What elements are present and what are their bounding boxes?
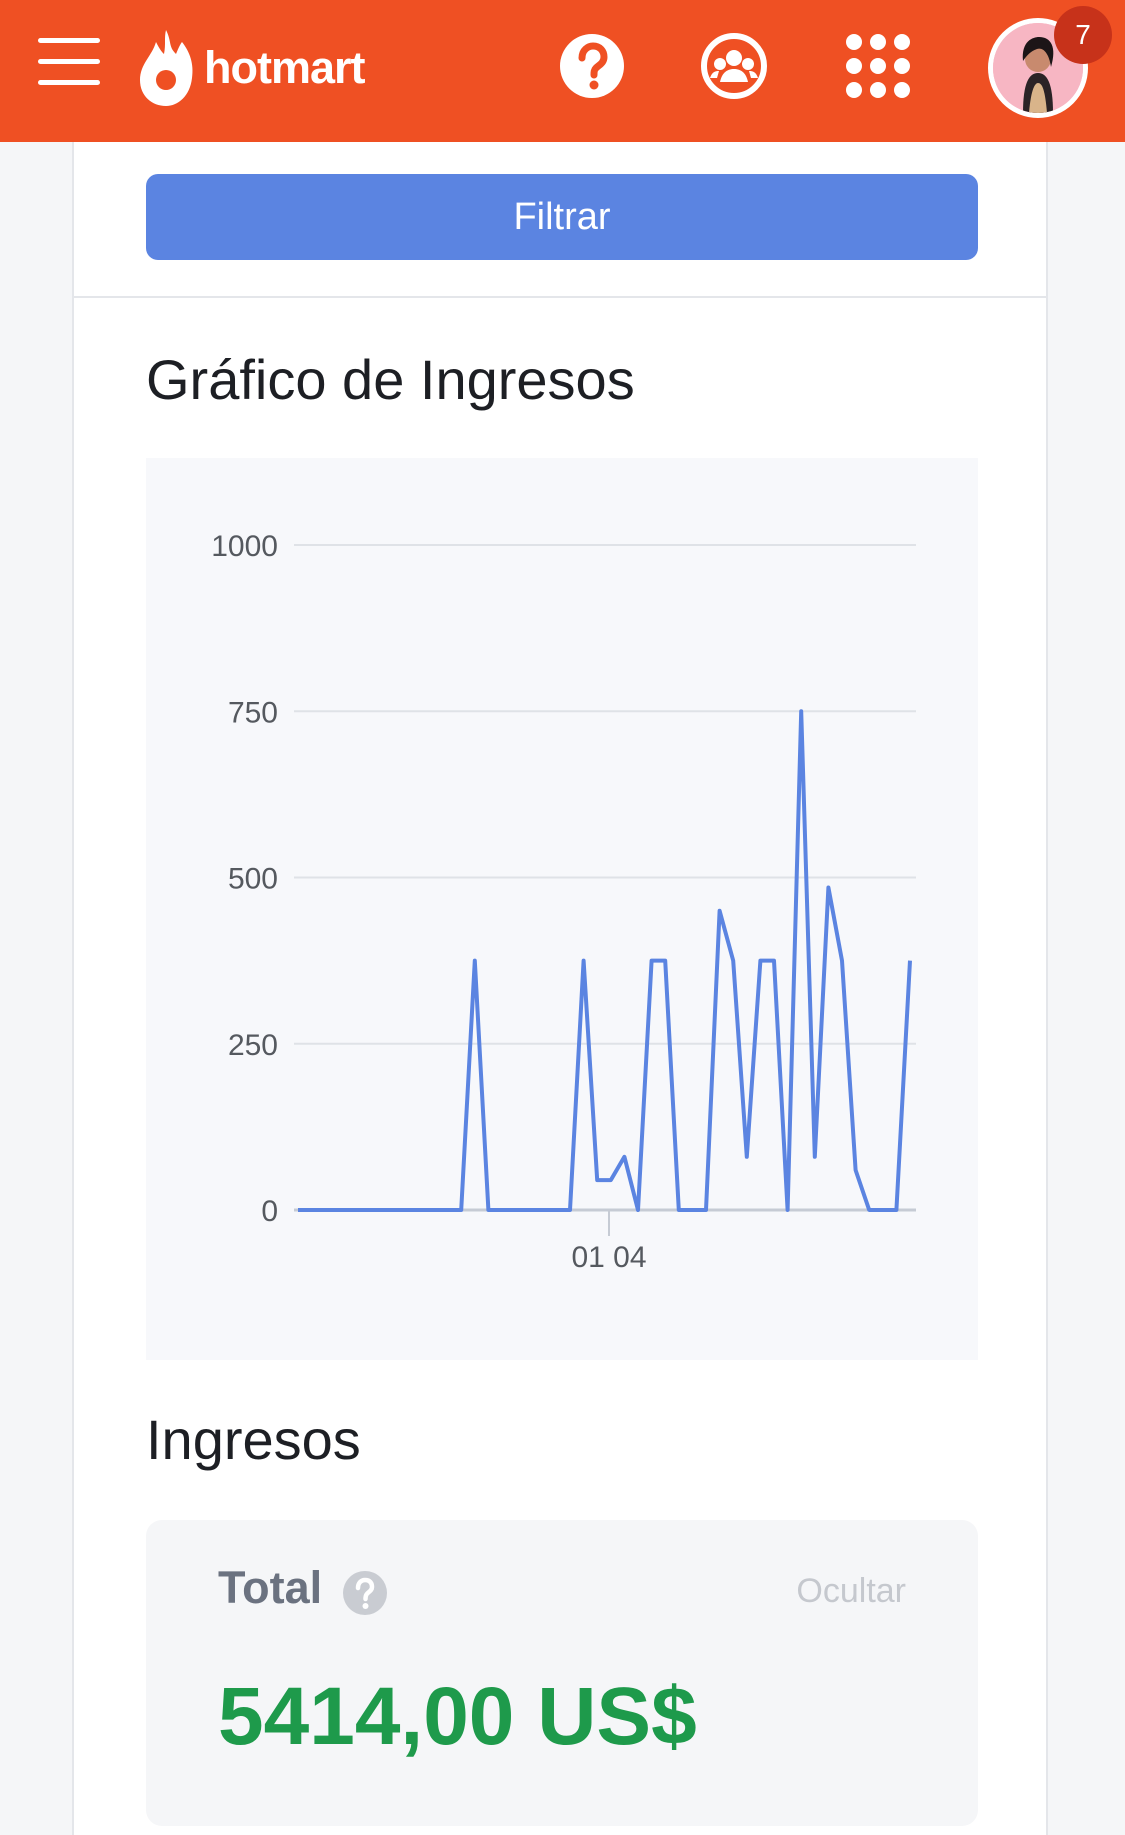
- total-value: 5414,00 US$: [218, 1671, 697, 1762]
- hide-total-link[interactable]: Ocultar: [796, 1572, 906, 1610]
- notification-badge[interactable]: 7: [1054, 6, 1112, 64]
- brand-name: hotmart: [204, 42, 365, 93]
- hotmart-logo[interactable]: hotmart: [138, 18, 365, 118]
- content-panel: Filtrar Gráfico de Ingresos 1000 750 500 25…: [72, 142, 1048, 1835]
- help-icon[interactable]: [558, 32, 626, 100]
- flame-icon: [140, 30, 193, 106]
- total-label: Total: [218, 1562, 323, 1613]
- y-tick-label: 750: [228, 696, 278, 729]
- ingresos-title: Ingresos: [146, 1408, 361, 1471]
- y-tick-label: 500: [228, 863, 278, 896]
- avatar-photo: [993, 23, 1083, 113]
- y-tick-label: 1000: [211, 530, 278, 563]
- hamburger-menu-icon[interactable]: [38, 38, 100, 88]
- chart-title: Gráfico de Ingresos: [146, 348, 635, 411]
- revenue-series-line: [298, 709, 912, 1212]
- total-card: Total Ocultar 5414,00 US$: [146, 1520, 978, 1826]
- y-tick-label: 250: [228, 1029, 278, 1062]
- chart-svg: 1000 750 500 250 0 01 04: [211, 530, 916, 1274]
- help-circle-icon[interactable]: [342, 1570, 388, 1616]
- y-tick-label: 0: [261, 1195, 278, 1228]
- community-icon[interactable]: [700, 32, 768, 100]
- filter-section: Filtrar: [74, 142, 1046, 298]
- apps-grid-icon[interactable]: [844, 32, 912, 100]
- revenue-chart: 1000 750 500 250 0 01 04: [146, 458, 978, 1360]
- x-tick-label: 01 04: [571, 1241, 646, 1274]
- top-navbar: hotmart 7: [0, 0, 1125, 142]
- filter-button[interactable]: Filtrar: [146, 174, 978, 260]
